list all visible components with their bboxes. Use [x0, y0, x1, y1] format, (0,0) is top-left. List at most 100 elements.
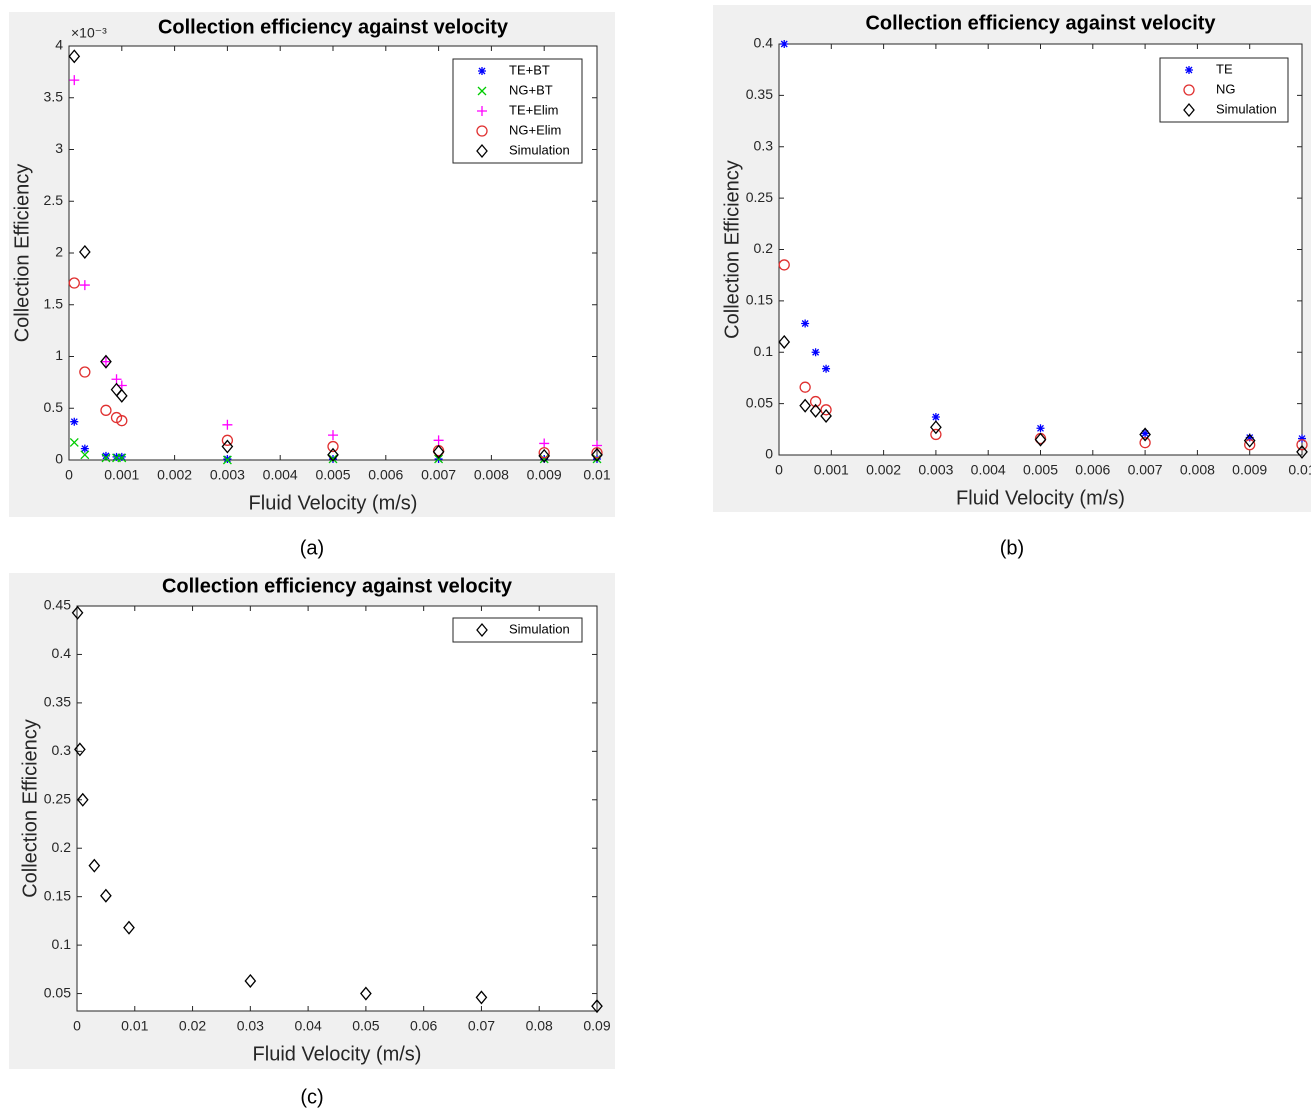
y-multiplier: ×10⁻³: [71, 25, 107, 41]
data-point: [591, 447, 603, 459]
y-tick-label: 0.15: [746, 292, 773, 308]
y-tick-label: 2.5: [44, 192, 64, 208]
data-point: [799, 381, 811, 393]
x-tick-label: 0.006: [368, 467, 403, 483]
legend-box: [1159, 57, 1289, 123]
chart-title: Collection efficiency against velocity: [865, 12, 1216, 34]
x-tick-label: 0.06: [410, 1018, 437, 1034]
legend-marker: [476, 143, 488, 159]
y-tick-label: 0.2: [52, 839, 72, 855]
data-point: [811, 348, 820, 357]
x-tick-label: 0: [65, 467, 73, 483]
legend-label: TE+BT: [509, 62, 550, 77]
x-tick-label: 0.01: [1288, 462, 1311, 478]
x-tick-label: 0.003: [210, 467, 245, 483]
x-tick-label: 0.001: [814, 462, 849, 478]
y-tick-label: 4: [55, 37, 63, 53]
y-tick-label: 0.5: [44, 399, 64, 415]
data-point: [79, 280, 90, 291]
x-tick-label: 0: [73, 1018, 81, 1034]
data-point: [820, 404, 832, 416]
data-point: [68, 49, 81, 64]
data-point: [432, 444, 445, 459]
legend-label: NG+Elim: [509, 122, 561, 137]
legend-marker: [1183, 84, 1195, 96]
legend-label: TE: [1216, 61, 1233, 76]
y-axis-label: Collection Efficiency: [11, 164, 33, 343]
y-tick-label: 0.05: [746, 394, 773, 410]
data-point: [88, 858, 101, 873]
y-tick-label: 0.3: [754, 137, 774, 153]
y-tick-label: 3.5: [44, 88, 64, 104]
legend-box: [452, 58, 583, 164]
data-point: [69, 75, 80, 86]
data-point: [809, 395, 822, 408]
legend-marker: [476, 622, 488, 638]
x-axis-label: Fluid Velocity (m/s): [956, 487, 1125, 509]
data-point: [1245, 433, 1254, 442]
y-tick-label: 0: [55, 451, 63, 467]
data-point: [591, 999, 603, 1014]
data-point: [112, 452, 121, 461]
data-point: [1034, 432, 1047, 447]
legend-label: TE+Elim: [509, 102, 558, 117]
y-tick-label: 0.1: [52, 936, 72, 952]
data-point: [538, 447, 550, 459]
data-point: [360, 986, 372, 1001]
legend-marker: [1185, 66, 1193, 74]
data-point: [930, 420, 942, 435]
y-tick-label: 0.3: [52, 742, 72, 758]
y-tick-label: 0: [765, 446, 773, 462]
data-point: [538, 448, 551, 463]
y-tick-label: 0.15: [44, 887, 71, 903]
data-point: [244, 973, 257, 988]
data-point: [115, 388, 128, 403]
legend-label: Simulation: [1216, 101, 1277, 116]
data-point: [539, 438, 550, 449]
data-point: [222, 419, 233, 430]
legend-label: NG: [1216, 81, 1236, 96]
caption: (c): [300, 1086, 323, 1108]
legend-label: Simulation: [509, 621, 570, 636]
y-axis-label: Collection Efficiency: [721, 160, 743, 339]
x-tick-label: 0: [775, 462, 783, 478]
x-tick-label: 0.01: [121, 1018, 148, 1034]
x-tick-label: 0.004: [971, 462, 1006, 478]
x-tick-label: 0.01: [583, 467, 610, 483]
y-tick-label: 0.4: [52, 645, 72, 661]
data-point: [434, 454, 444, 464]
data-point: [100, 354, 112, 369]
x-tick-label: 0.07: [468, 1018, 495, 1034]
x-tick-label: 0.008: [474, 467, 509, 483]
y-tick-label: 1.5: [44, 295, 64, 311]
caption: (a): [300, 537, 324, 559]
data-point: [221, 439, 234, 454]
data-point: [1244, 439, 1256, 451]
y-tick-label: 0.35: [746, 86, 773, 102]
legend-label: Simulation: [509, 142, 570, 157]
data-point: [327, 440, 339, 453]
x-tick-label: 0.002: [157, 467, 192, 483]
data-point: [68, 277, 80, 289]
x-tick-label: 0.007: [421, 467, 456, 483]
x-tick-label: 0.004: [263, 467, 298, 483]
data-point: [1139, 427, 1151, 442]
y-tick-label: 0.2: [754, 240, 774, 256]
data-point: [931, 412, 940, 421]
data-point: [70, 417, 79, 426]
data-point: [100, 888, 112, 903]
legend-marker: [478, 67, 486, 75]
y-axis-label: Collection Efficiency: [19, 719, 41, 898]
chart-title: Collection efficiency against velocity: [158, 16, 509, 38]
data-point: [801, 319, 810, 328]
data-point: [328, 430, 338, 441]
data-point: [100, 356, 111, 367]
data-point: [809, 403, 822, 418]
y-tick-label: 0.4: [754, 35, 774, 51]
caption: (b): [1000, 537, 1024, 559]
y-tick-label: 0.25: [746, 189, 773, 205]
x-tick-label: 0.005: [315, 467, 350, 483]
x-tick-label: 0.009: [527, 467, 562, 483]
